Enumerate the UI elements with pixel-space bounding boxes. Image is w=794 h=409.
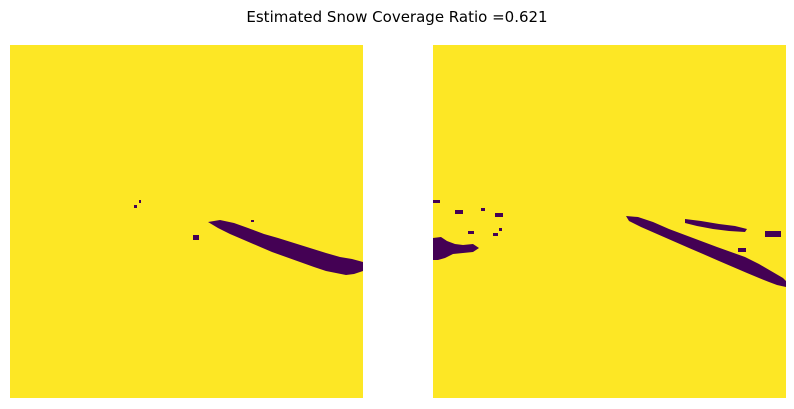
no-snow-region xyxy=(685,219,747,232)
no-snow-speck xyxy=(134,205,137,208)
figure-title: Estimated Snow Coverage Ratio =0.621 xyxy=(246,8,548,26)
no-snow-speck xyxy=(493,233,498,236)
no-snow-speck xyxy=(193,235,199,240)
no-snow-speck xyxy=(495,213,503,217)
snow-region xyxy=(433,45,786,398)
right-mask-image xyxy=(433,45,786,398)
snow-region xyxy=(10,45,363,398)
no-snow-speck xyxy=(468,231,474,234)
no-snow-speck xyxy=(455,210,463,214)
right-mask-panel xyxy=(433,45,786,398)
no-snow-speck xyxy=(433,200,440,203)
no-snow-speck xyxy=(251,220,254,222)
left-mask-panel xyxy=(10,45,363,398)
left-mask-image xyxy=(10,45,363,398)
no-snow-region xyxy=(208,220,363,275)
no-snow-speck xyxy=(499,228,502,231)
no-snow-speck xyxy=(481,208,485,211)
no-snow-region xyxy=(626,216,786,287)
no-snow-speck xyxy=(139,200,141,203)
no-snow-region xyxy=(433,237,479,260)
no-snow-speck xyxy=(765,231,781,237)
no-snow-speck xyxy=(738,248,746,252)
